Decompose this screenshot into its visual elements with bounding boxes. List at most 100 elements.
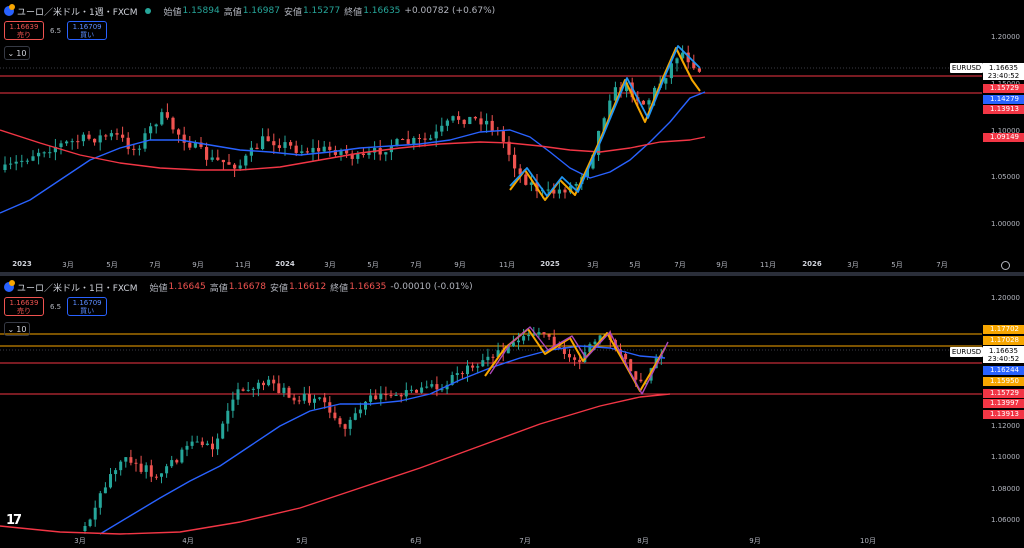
candle: [323, 392, 327, 409]
daily-chart-canvas[interactable]: [0, 276, 1024, 548]
candle: [241, 387, 245, 392]
close-label: 終値: [330, 283, 349, 294]
candle: [518, 164, 522, 183]
time-tick-label: 7月: [519, 537, 531, 545]
price-level-label: 1.13997: [983, 399, 1024, 408]
candle: [415, 389, 418, 393]
time-tick-label: 11月: [760, 261, 776, 269]
candle: [529, 174, 533, 192]
price-tick-label: 1.06000: [991, 516, 1020, 524]
time-tick-label: 4月: [182, 537, 194, 545]
candle: [262, 380, 265, 391]
time-tick-label: 8月: [637, 537, 649, 545]
candle: [460, 371, 464, 379]
candle: [124, 457, 128, 468]
open-value: 1.16645: [168, 282, 206, 292]
high-value: 1.16987: [242, 6, 280, 16]
candle: [313, 394, 316, 410]
symbol-title[interactable]: ユーロ／米ドル・1日・FXCM: [17, 283, 138, 294]
candle: [462, 119, 466, 128]
weekly-chart-pane[interactable]: ユーロ／米ドル・1週・FXCM 始値 1.15894 高値 1.16987 安値 1.…: [0, 0, 1024, 272]
candle: [423, 132, 427, 147]
candle: [211, 436, 214, 457]
candle: [481, 353, 485, 368]
time-tick-label: 5月: [891, 261, 903, 269]
candle: [103, 482, 107, 494]
candle: [468, 116, 472, 125]
candle: [486, 348, 490, 367]
candle: [490, 115, 494, 136]
buy-label: 買い: [80, 306, 95, 315]
time-tick-label: 11月: [235, 261, 251, 269]
pane-divider[interactable]: [0, 272, 1024, 276]
candle: [255, 143, 259, 150]
candle: [297, 395, 301, 405]
candle: [283, 135, 287, 156]
time-tick-label: 3月: [62, 261, 74, 269]
volume-label: 10: [16, 324, 27, 334]
chevron-down-icon: ⌄: [7, 48, 15, 58]
candle: [294, 140, 298, 157]
candle: [629, 358, 633, 372]
candle: [221, 159, 225, 171]
weekly-time-axis[interactable]: 2023 3月 5月 7月 9月 11月 2024 3月 5月 7月 9月 11月 2025 3月 5月 7月…: [0, 258, 984, 272]
price-level-label: 1.13913: [983, 105, 1024, 114]
price-tick-label: 1.08000: [991, 485, 1020, 493]
buy-button[interactable]: 1.16709 買い: [67, 21, 108, 40]
low-label: 安値: [269, 283, 288, 294]
time-tick-label: 7月: [410, 261, 422, 269]
daily-time-axis[interactable]: 3月 4月 5月 6月 7月 8月 9月 10月: [0, 534, 984, 548]
candle: [420, 382, 424, 394]
sell-button[interactable]: 1.16639 売り: [4, 297, 44, 316]
price-tick-label: 1.12000: [991, 422, 1020, 430]
candle: [384, 386, 388, 401]
candle: [322, 141, 326, 153]
candle: [226, 403, 230, 432]
volume-toggle[interactable]: ⌄ 10: [4, 46, 30, 60]
time-tick-label: 5月: [629, 261, 641, 269]
candle: [507, 136, 511, 162]
open-label: 始値: [149, 283, 168, 294]
candle: [445, 118, 449, 132]
candle: [20, 154, 24, 168]
candle: [165, 103, 169, 120]
buy-price: 1.16709: [72, 22, 102, 31]
candle: [132, 144, 136, 156]
candlestick-series: [3, 45, 701, 199]
spread-value: 6.5: [50, 26, 62, 35]
candle: [348, 416, 352, 436]
candle: [144, 462, 148, 479]
sell-button[interactable]: 1.16639 売り: [4, 21, 44, 40]
buy-button[interactable]: 1.16709 買い: [67, 297, 108, 316]
symbol-title[interactable]: ユーロ／米ドル・1週・FXCM: [17, 7, 138, 18]
candle: [236, 382, 240, 405]
candle: [412, 136, 416, 150]
candle: [277, 375, 281, 394]
candle: [193, 140, 197, 149]
candle: [160, 473, 163, 484]
candle: [384, 151, 388, 162]
candle: [221, 421, 225, 440]
candle: [37, 148, 41, 165]
price-tick-label: 1.10000: [991, 127, 1020, 135]
candle: [305, 147, 309, 155]
candle: [200, 437, 204, 448]
candle: [451, 115, 455, 123]
weekly-chart-canvas[interactable]: [0, 0, 1024, 272]
candle: [14, 155, 18, 171]
zigzag-indicator: [509, 47, 701, 201]
daily-chart-pane[interactable]: ユーロ／米ドル・1日・FXCM 始値 1.16645 高値 1.16678 安値 1.…: [0, 276, 1024, 548]
candle: [562, 341, 566, 360]
tradingview-logo-icon[interactable]: 17: [6, 513, 22, 528]
candle: [104, 133, 108, 141]
candle: [9, 157, 13, 170]
reset-scale-icon[interactable]: [1001, 261, 1010, 270]
volume-toggle[interactable]: ⌄ 10: [4, 322, 30, 336]
candle: [624, 351, 628, 363]
candle: [59, 140, 63, 155]
time-tick-label: 2025: [540, 260, 560, 268]
candle: [455, 366, 459, 383]
candle: [188, 136, 192, 151]
candle: [114, 467, 118, 482]
